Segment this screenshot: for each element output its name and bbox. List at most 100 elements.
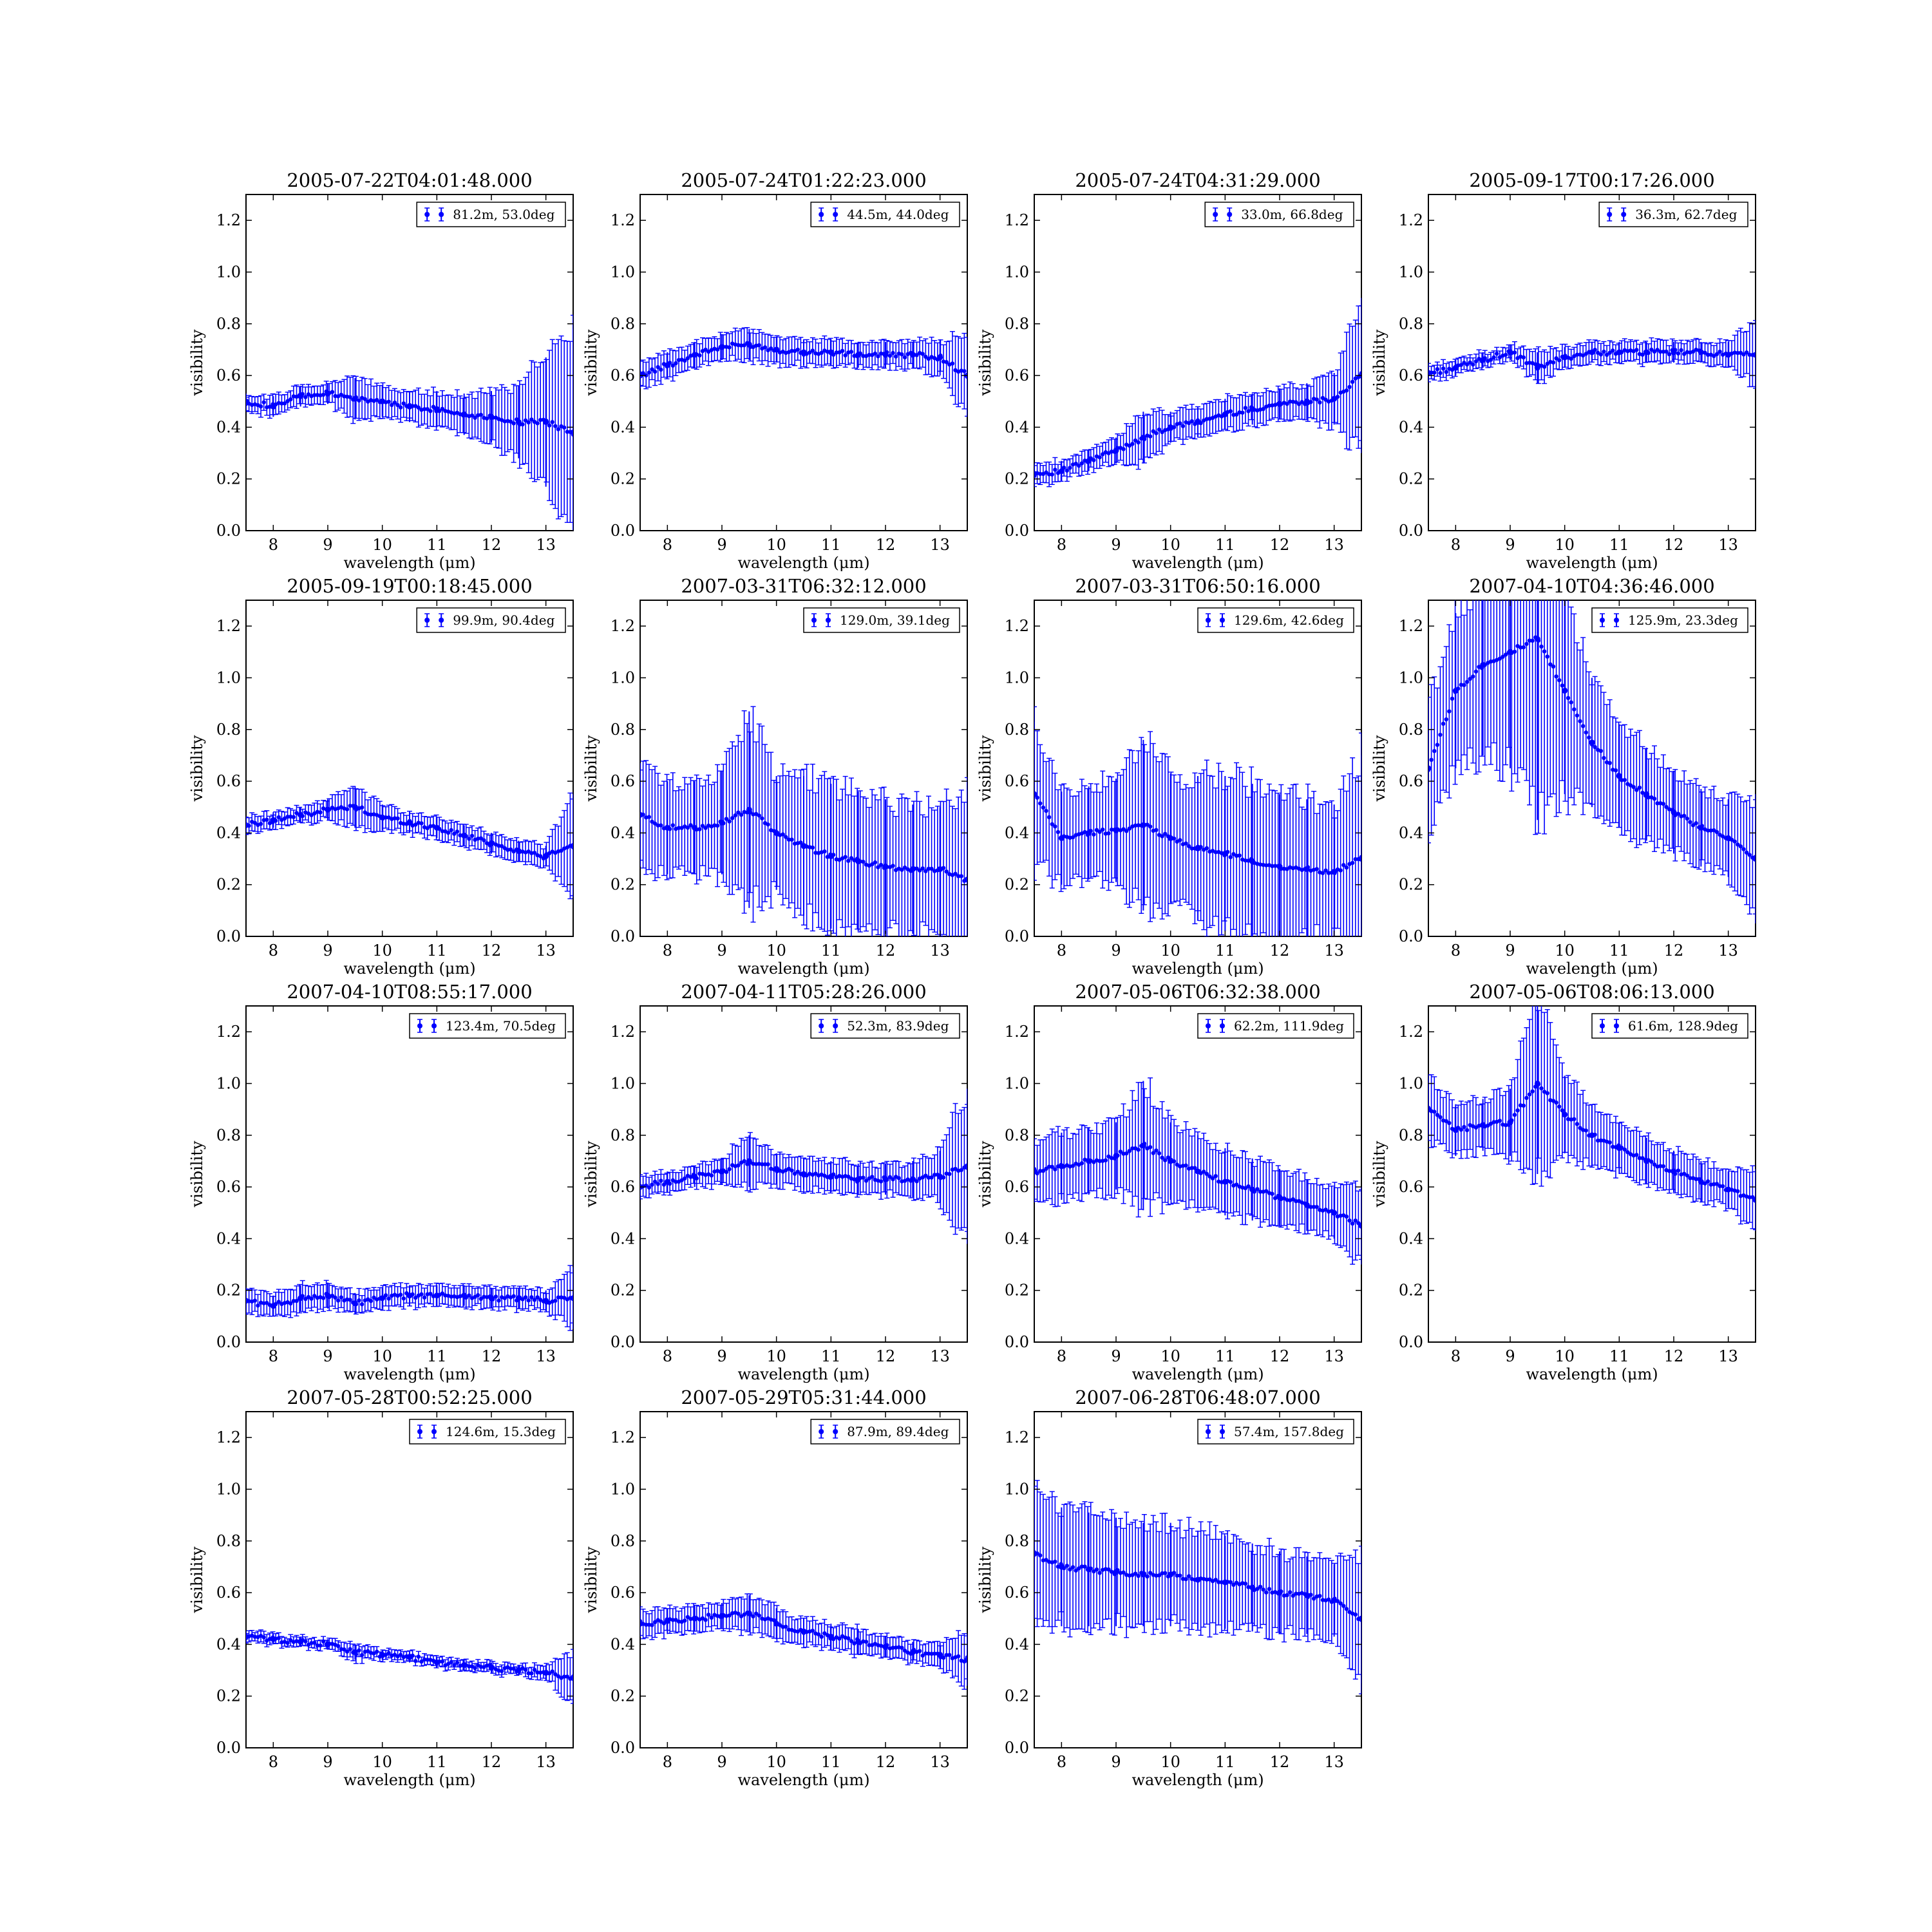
x-tick-label: 10 bbox=[766, 942, 786, 960]
data-point bbox=[1450, 696, 1455, 701]
data-point bbox=[855, 354, 860, 359]
data-point bbox=[760, 1162, 764, 1167]
series bbox=[640, 706, 967, 936]
data-point bbox=[1744, 350, 1749, 355]
data-point bbox=[855, 857, 860, 861]
data-point bbox=[497, 844, 501, 848]
y-tick-label: 0.6 bbox=[216, 772, 241, 790]
data-point bbox=[697, 353, 702, 358]
y-tick-label: 0.4 bbox=[1005, 824, 1029, 842]
data-layer bbox=[640, 1088, 967, 1244]
y-tick-label: 0.0 bbox=[1005, 522, 1029, 540]
data-point bbox=[1046, 815, 1052, 820]
data-point bbox=[1195, 418, 1200, 422]
data-point bbox=[1154, 828, 1159, 833]
data-point bbox=[1186, 844, 1191, 849]
data-point bbox=[511, 849, 516, 854]
data-point bbox=[730, 816, 735, 820]
data-point bbox=[1572, 707, 1577, 712]
y-tick-label: 0.2 bbox=[216, 1282, 241, 1300]
data-point bbox=[1589, 350, 1595, 354]
data-point bbox=[464, 1295, 468, 1300]
data-point bbox=[647, 1185, 652, 1190]
y-tick-label: 0.4 bbox=[216, 1229, 241, 1247]
data-point bbox=[401, 821, 406, 826]
data-point bbox=[1619, 778, 1624, 782]
x-tick-label: 10 bbox=[372, 1347, 392, 1365]
data-point bbox=[715, 347, 720, 352]
data-point bbox=[902, 865, 907, 870]
legend-marker bbox=[1607, 212, 1613, 217]
data-point bbox=[810, 348, 815, 353]
data-point bbox=[422, 407, 427, 412]
legend-marker bbox=[424, 212, 430, 217]
data-point bbox=[1521, 645, 1526, 650]
data-point bbox=[736, 810, 741, 815]
data-point bbox=[556, 1295, 561, 1300]
data-point bbox=[544, 419, 549, 423]
data-point bbox=[529, 1295, 534, 1300]
data-point bbox=[333, 393, 337, 399]
data-point bbox=[1142, 437, 1147, 442]
data-point bbox=[1580, 724, 1586, 728]
data-point bbox=[926, 866, 931, 871]
data-point bbox=[683, 1176, 687, 1180]
data-point bbox=[1285, 867, 1289, 871]
y-tick-label: 0.8 bbox=[1399, 721, 1423, 739]
data-point bbox=[1287, 399, 1293, 404]
data-layer bbox=[246, 1265, 573, 1331]
data-layer bbox=[246, 314, 573, 531]
data-point bbox=[300, 813, 305, 819]
data-point bbox=[398, 405, 403, 410]
data-point bbox=[291, 815, 296, 819]
data-point bbox=[1714, 352, 1719, 357]
data-point bbox=[425, 826, 430, 831]
data-point bbox=[1667, 352, 1672, 357]
data-point bbox=[291, 1298, 296, 1303]
data-point bbox=[1148, 824, 1153, 829]
legend-marker bbox=[424, 618, 430, 623]
data-point bbox=[1482, 663, 1487, 667]
data-point bbox=[321, 1296, 326, 1300]
data-point bbox=[1294, 400, 1298, 404]
data-point bbox=[1160, 834, 1164, 838]
data-point bbox=[499, 844, 504, 849]
data-point bbox=[1482, 355, 1487, 361]
data-point bbox=[831, 853, 836, 857]
data-point bbox=[413, 1295, 418, 1300]
x-tick-label: 13 bbox=[1718, 536, 1738, 554]
data-layer bbox=[246, 786, 573, 900]
y-tick-label: 1.2 bbox=[611, 211, 635, 229]
y-tick-label: 0.2 bbox=[1005, 876, 1029, 894]
subplot-title: 2005-09-17T00:17:26.000 bbox=[1469, 169, 1714, 191]
data-point bbox=[703, 826, 708, 830]
x-tick-label: 12 bbox=[1664, 942, 1684, 960]
data-point bbox=[1681, 813, 1687, 818]
data-point bbox=[873, 351, 878, 356]
data-point bbox=[1670, 348, 1674, 352]
data-point bbox=[1432, 370, 1437, 375]
legend-label: 129.0m, 39.1deg bbox=[840, 612, 950, 628]
data-point bbox=[1133, 823, 1138, 828]
data-layer bbox=[640, 327, 967, 417]
data-point bbox=[1688, 820, 1692, 824]
data-point bbox=[359, 805, 365, 810]
y-tick-label: 0.6 bbox=[1399, 772, 1423, 790]
data-point bbox=[688, 354, 693, 358]
data-point bbox=[502, 1296, 507, 1300]
data-point bbox=[1323, 397, 1328, 402]
data-point bbox=[1539, 644, 1544, 649]
data-point bbox=[650, 367, 654, 372]
data-point bbox=[825, 349, 830, 354]
data-point bbox=[526, 1298, 531, 1303]
data-point bbox=[1488, 357, 1493, 362]
data-point bbox=[1157, 427, 1162, 432]
y-tick-label: 0.8 bbox=[216, 1126, 241, 1144]
data-point bbox=[407, 819, 412, 824]
data-point bbox=[1101, 452, 1105, 457]
data-point bbox=[766, 348, 770, 353]
y-tick-label: 0.0 bbox=[1399, 927, 1423, 945]
data-point bbox=[285, 399, 290, 404]
data-point bbox=[1077, 464, 1081, 468]
data-point bbox=[300, 392, 305, 397]
